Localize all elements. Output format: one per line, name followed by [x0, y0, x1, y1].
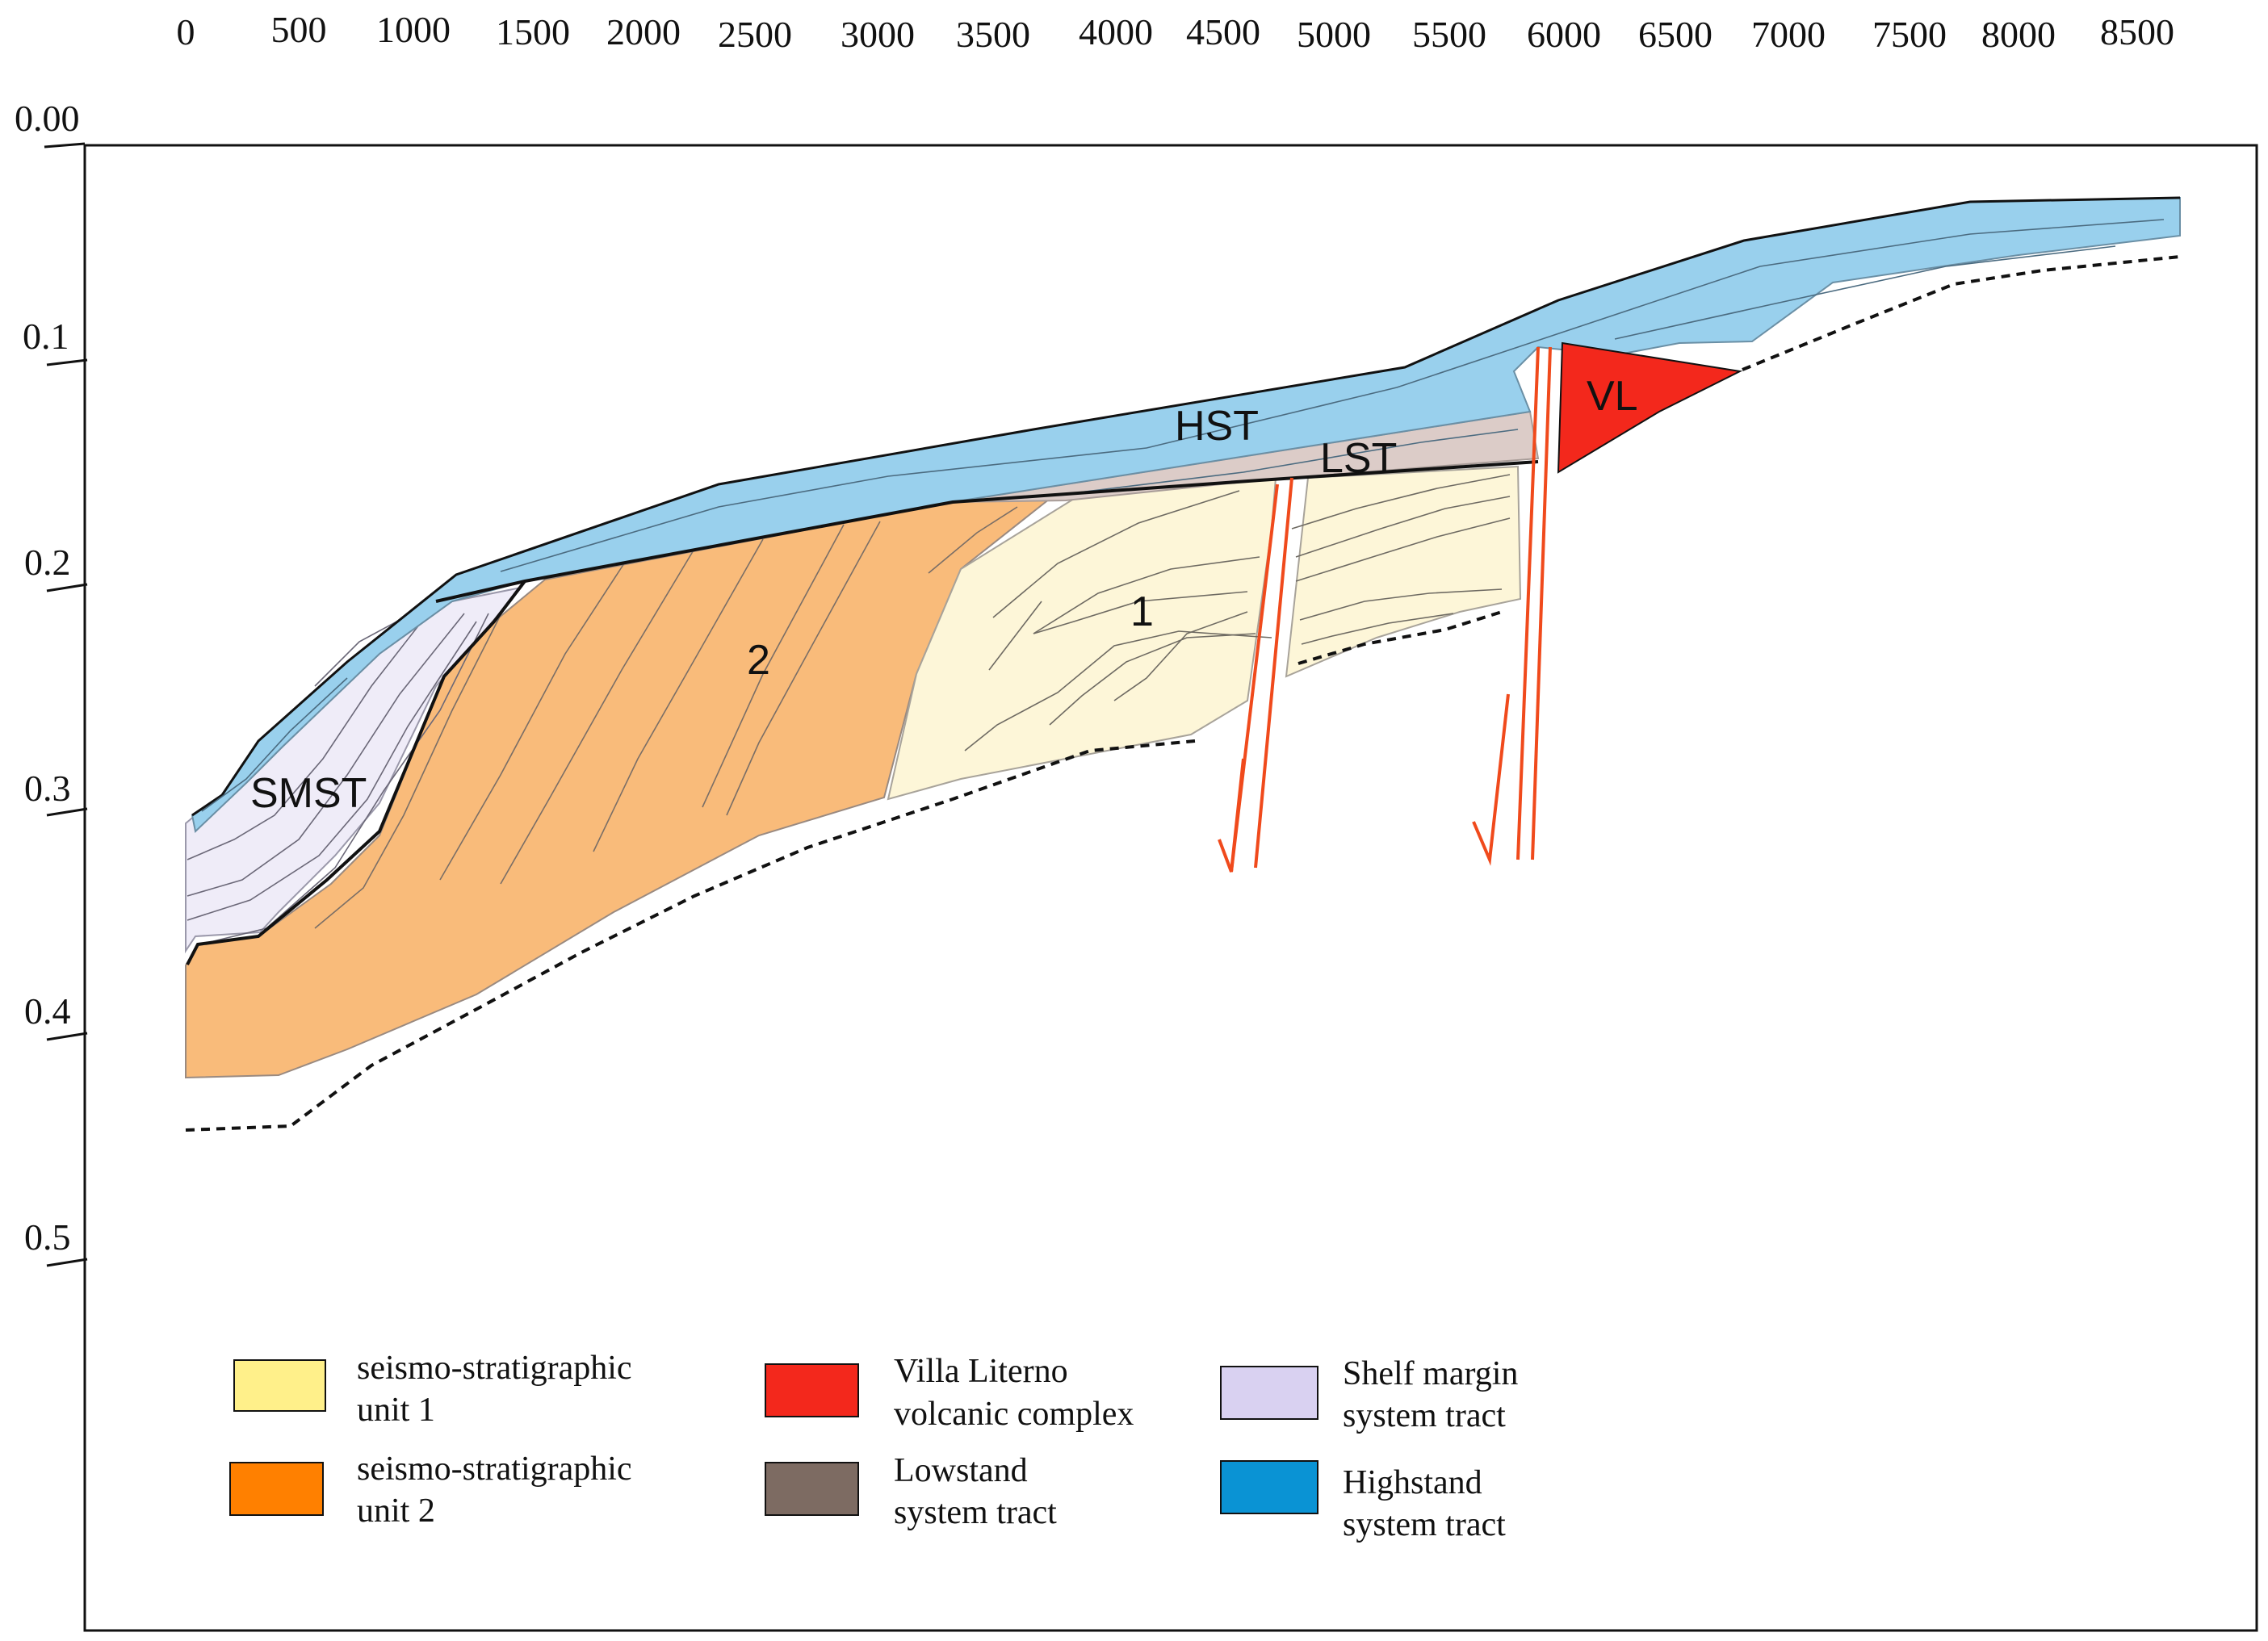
legend-text: Highstand — [1343, 1464, 1482, 1501]
hst-top-boundary — [191, 196, 2181, 817]
legend-text: Shelf margin — [1343, 1355, 1518, 1392]
y-tick — [46, 583, 88, 592]
hst-reflectors — [201, 219, 2165, 812]
figure-frame — [83, 144, 2258, 1632]
fault-arrow-icon — [1472, 693, 1510, 866]
unit-1-body — [1285, 465, 1522, 678]
smst-label: SMST — [250, 770, 367, 817]
legend-item-villa-literno: Villa Literno volcanic complex — [765, 1353, 1134, 1433]
legend-text: unit 1 — [357, 1392, 435, 1429]
legend-text: unit 2 — [357, 1492, 435, 1530]
villa-literno-body — [1557, 341, 1743, 474]
legend-text: volcanic complex — [894, 1396, 1134, 1433]
fault-line — [1516, 346, 1540, 860]
legend-text: system tract — [1343, 1506, 1506, 1543]
y-tick-label: 0.1 — [23, 316, 69, 357]
legend-text: Villa Literno — [894, 1353, 1068, 1390]
y-tick-label: 0.3 — [24, 768, 71, 809]
y-tick-label: 0.5 — [24, 1216, 71, 1258]
x-axis: 0 500 1000 1500 2000 2500 3000 3500 4000… — [177, 9, 2175, 55]
lst-label: LST — [1320, 435, 1397, 482]
legend-swatch — [765, 1363, 859, 1417]
legend-swatch — [1220, 1366, 1318, 1420]
smst-reflectors — [187, 613, 489, 945]
base-dashed-line — [1742, 255, 2181, 371]
legend-text: seismo-stratigraphic — [357, 1350, 632, 1387]
base-dashed-line — [185, 739, 1196, 1132]
y-tick-label: 0.4 — [24, 990, 71, 1032]
x-tick-label: 5000 — [1297, 14, 1371, 55]
x-tick-label: 2000 — [606, 11, 681, 52]
x-tick-label: 3000 — [841, 14, 915, 55]
unit-2-body — [185, 497, 1053, 1079]
x-tick-label: 3500 — [956, 14, 1030, 55]
y-tick — [46, 1032, 88, 1041]
base-dashed-line — [1297, 610, 1503, 665]
lst-top-boundary — [435, 460, 1539, 603]
hst-label: HST — [1175, 403, 1259, 450]
x-tick-label: 8500 — [2100, 11, 2174, 52]
unit-2-label: 2 — [747, 637, 770, 684]
legend: seismo-stratigraphic unit 1 seismo-strat… — [229, 1350, 1518, 1543]
x-tick-label: 6000 — [1527, 14, 1601, 55]
vl-label: VL — [1587, 373, 1638, 420]
legend-item-unit-2: seismo-stratigraphic unit 2 — [229, 1451, 632, 1530]
legend-item-hst: Highstand system tract — [1220, 1460, 1506, 1543]
y-tick-label: 0.2 — [24, 542, 71, 583]
unit-1-label: 1 — [1130, 588, 1154, 635]
y-tick — [46, 358, 88, 366]
legend-swatch — [233, 1359, 326, 1412]
x-tick-label: 5500 — [1412, 14, 1486, 55]
x-tick-label: 8000 — [1981, 14, 2056, 55]
unit-labels: HST LST SMST VL 1 2 — [250, 373, 1638, 817]
legend-item-smst: Shelf margin system tract — [1220, 1355, 1518, 1434]
x-tick-label: 500 — [271, 9, 327, 50]
unit-2-reflectors — [314, 506, 1018, 929]
x-tick-label: 7500 — [1872, 14, 1947, 55]
y-tick — [46, 807, 88, 817]
x-tick-label: 0 — [177, 11, 195, 52]
legend-swatch — [765, 1462, 859, 1516]
y-axis: 0.00 0.1 0.2 0.3 0.4 0.5 — [15, 98, 88, 1267]
legend-text: system tract — [1343, 1397, 1506, 1434]
legend-item-unit-1: seismo-stratigraphic unit 1 — [233, 1350, 632, 1429]
x-tick-label: 7000 — [1751, 14, 1826, 55]
faults — [1218, 346, 1552, 873]
legend-swatch — [1220, 1460, 1318, 1514]
legend-text: seismo-stratigraphic — [357, 1451, 632, 1488]
fault-arrow-icon — [1218, 758, 1245, 873]
y-tick-label: 0.00 — [15, 98, 80, 139]
legend-item-lst: Lowstand system tract — [765, 1452, 1057, 1531]
units — [185, 196, 2181, 1079]
fault-line — [1254, 477, 1293, 869]
x-tick-label: 1500 — [496, 11, 570, 52]
legend-text: Lowstand — [894, 1452, 1028, 1489]
x-tick-label: 4500 — [1186, 11, 1260, 52]
basal-surfaces — [185, 255, 2181, 1132]
y-tick — [46, 1258, 88, 1267]
legend-swatch — [229, 1462, 324, 1516]
fault-line — [1531, 346, 1552, 860]
x-tick-label: 2500 — [718, 14, 792, 55]
y-tick — [44, 142, 86, 149]
x-tick-label: 1000 — [376, 9, 451, 50]
legend-text: system tract — [894, 1494, 1057, 1531]
unit-1-reflectors — [964, 474, 1511, 751]
x-tick-label: 6500 — [1638, 14, 1713, 55]
smst-base-boundary — [186, 580, 526, 965]
x-tick-label: 4000 — [1079, 11, 1153, 52]
